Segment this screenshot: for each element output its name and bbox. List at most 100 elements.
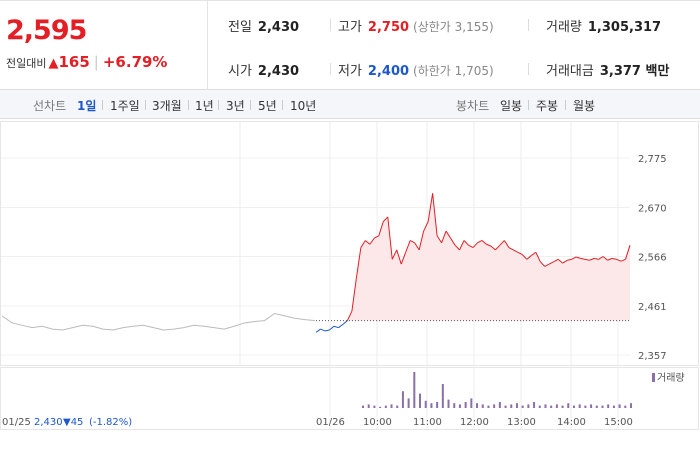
stat-label: 전일 bbox=[228, 20, 252, 35]
stat-label: 저가 bbox=[338, 64, 362, 79]
today-line-segment bbox=[620, 258, 626, 262]
volume-bar bbox=[419, 393, 422, 408]
today-line-segment bbox=[531, 251, 537, 256]
period-1w-button[interactable]: 1주일 bbox=[110, 99, 140, 113]
today-line-segment bbox=[436, 235, 443, 244]
x-tick-label: 12:00 bbox=[460, 417, 489, 428]
volume-plot-frame bbox=[0, 367, 699, 430]
today-line-segment bbox=[553, 258, 559, 263]
today-line-segment bbox=[360, 240, 366, 248]
period-1d-button[interactable]: 1일 bbox=[77, 99, 97, 113]
today-line-segment bbox=[567, 258, 572, 261]
stat-volume: 거래량 1,305,317 bbox=[546, 16, 661, 35]
volume-bar bbox=[436, 402, 439, 408]
stat-high: 고가 2,750 (상한가 3,155) bbox=[338, 16, 494, 35]
volume-bar bbox=[481, 404, 484, 408]
period-1y-button[interactable]: 1년 bbox=[195, 99, 214, 113]
today-line-segment bbox=[549, 261, 554, 265]
volume-bar bbox=[379, 406, 382, 408]
today-line-segment bbox=[445, 230, 451, 239]
prev-day-line bbox=[1, 312, 316, 331]
today-line-segment bbox=[427, 193, 434, 222]
volume-bars bbox=[362, 372, 632, 408]
volume-bar bbox=[590, 404, 593, 408]
today-line-segment bbox=[602, 256, 608, 261]
today-line-segment bbox=[521, 254, 528, 260]
period-10y-button[interactable]: 10년 bbox=[290, 99, 317, 113]
volume-bar bbox=[447, 399, 450, 408]
y-tick-label: 2,670 bbox=[638, 203, 667, 214]
candle-weekly-button[interactable]: 주봉 bbox=[536, 99, 559, 113]
period-5y-button[interactable]: 5년 bbox=[258, 99, 277, 113]
volume-bar bbox=[441, 384, 444, 408]
today-line-segment bbox=[477, 240, 483, 244]
today-line-segment bbox=[374, 235, 380, 239]
volume-bar bbox=[567, 403, 570, 408]
change-percent: +6.79% bbox=[102, 53, 168, 71]
x-axis-ticks: 01/26 10:00 11:00 12:00 13:00 14:00 15:00 bbox=[316, 417, 633, 428]
today-line-segment bbox=[499, 240, 505, 246]
today-series bbox=[315, 193, 631, 333]
volume-bar bbox=[572, 405, 575, 408]
today-line-segment bbox=[396, 249, 402, 265]
stat-sub: (하한가 1,705) bbox=[413, 64, 494, 78]
volume-bar bbox=[413, 372, 416, 408]
today-line-segment bbox=[315, 328, 321, 333]
today-line-segment bbox=[355, 247, 362, 279]
stat-value: 2,750 bbox=[367, 20, 410, 35]
stat-open: 시가 2,430 bbox=[228, 60, 299, 79]
price-box: 2,595 전일대비 ▲165 | +6.79% bbox=[0, 1, 208, 91]
period-3y-button[interactable]: 3년 bbox=[226, 99, 245, 113]
volume-bar bbox=[510, 404, 513, 408]
stat-value: 1,305,317 bbox=[587, 20, 662, 35]
x-tick-label: 01/26 bbox=[316, 417, 345, 428]
volume-bar bbox=[595, 405, 598, 408]
current-price: 2,595 bbox=[6, 15, 87, 46]
volume-bar bbox=[578, 404, 581, 408]
today-line-segment bbox=[598, 256, 604, 260]
volume-bar bbox=[430, 403, 433, 408]
y-tick-label: 2,775 bbox=[638, 154, 667, 165]
today-line-segment bbox=[594, 257, 599, 260]
volume-bar bbox=[396, 405, 399, 408]
footer-change: ▼45 bbox=[63, 417, 83, 428]
volume-bar bbox=[550, 405, 553, 408]
today-line-segment bbox=[432, 193, 438, 236]
volume-bar bbox=[618, 404, 621, 408]
y-tick-label: 2,566 bbox=[638, 253, 667, 264]
footer-percent: (-1.82%) bbox=[89, 417, 132, 428]
today-line-segment bbox=[441, 230, 447, 244]
volume-bar bbox=[498, 402, 501, 408]
candle-daily-button[interactable]: 일봉 bbox=[500, 99, 523, 113]
stat-label: 거래대금 bbox=[546, 64, 594, 79]
volume-legend: 거래량 bbox=[657, 372, 685, 384]
today-line-segment bbox=[351, 278, 357, 312]
x-tick-label: 10:00 bbox=[363, 417, 392, 428]
today-line-segment bbox=[535, 252, 541, 262]
candle-monthly-button[interactable]: 월봉 bbox=[573, 99, 596, 113]
period-3m-button[interactable]: 3개월 bbox=[152, 99, 182, 113]
price-chart[interactable]: 2,775 2,670 2,566 2,461 2,357 01/26 10:00 11:0… bbox=[0, 119, 700, 450]
stat-value: 3,377 백만 bbox=[599, 64, 670, 79]
candle-chart-label: 봉차트 bbox=[456, 99, 490, 113]
volume-bar bbox=[384, 405, 387, 408]
volume-bar bbox=[607, 404, 610, 408]
today-line-segment bbox=[526, 255, 532, 260]
stat-label: 시가 bbox=[228, 64, 252, 79]
today-line-segment bbox=[616, 258, 622, 262]
volume-bar bbox=[601, 405, 604, 408]
today-line-segment bbox=[503, 240, 510, 248]
today-line-segment bbox=[557, 258, 564, 264]
volume-bar bbox=[544, 404, 547, 408]
volume-bar bbox=[470, 398, 473, 408]
today-line-segment bbox=[625, 245, 631, 260]
stat-sub: (상한가 3,155) bbox=[413, 20, 494, 34]
up-arrow-icon: ▲ bbox=[48, 56, 59, 71]
today-line-segment bbox=[486, 243, 492, 247]
today-line-segment bbox=[571, 256, 577, 260]
volume-bar bbox=[424, 400, 427, 408]
today-line-segment bbox=[490, 245, 496, 251]
volume-bar bbox=[630, 403, 632, 408]
today-line-segment bbox=[495, 244, 501, 251]
stat-label: 고가 bbox=[338, 20, 362, 35]
